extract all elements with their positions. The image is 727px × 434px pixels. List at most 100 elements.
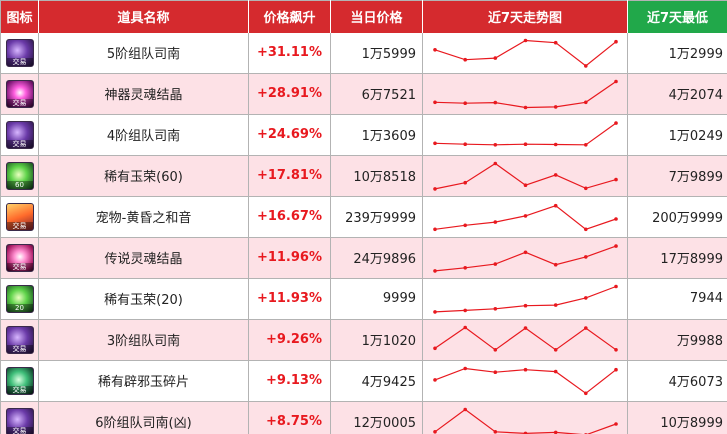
trend-point [433, 186, 437, 191]
trend-point [553, 430, 558, 434]
item-icon-tag: 交易 [6, 426, 33, 434]
item-icon-tag: 交易 [6, 262, 33, 271]
table-header-row: 图标 道具名称 价格飙升 当日价格 近7天走势图 近7天最低 [0, 0, 727, 33]
trend-point [523, 38, 528, 42]
today-price: 9999 [330, 278, 423, 320]
trend-point [433, 47, 437, 52]
trend-cell [422, 114, 628, 156]
trend-point [523, 325, 528, 330]
trend-sparkline [433, 325, 618, 352]
trend-point [614, 367, 618, 371]
trend-point [433, 377, 437, 382]
today-price: 1万3609 [330, 114, 423, 156]
green-jade-icon: 60 [5, 161, 34, 190]
item-name: 稀有玉荣(60) [38, 155, 249, 197]
item-icon-cell: 交易 [0, 319, 39, 361]
price-change: +28.91% [248, 73, 331, 115]
trend-point [463, 57, 467, 61]
seven-day-low: 7944 [627, 278, 727, 320]
item-name: 5阶组队司南 [38, 32, 249, 74]
item-icon-tag: 60 [6, 180, 33, 189]
trend-point [614, 39, 618, 43]
trend-point [614, 120, 618, 125]
trend-point [553, 369, 558, 373]
purple-scroll-icon: 交易 [5, 38, 34, 67]
trend-point [584, 100, 588, 104]
item-name: 稀有玉荣(20) [38, 278, 249, 320]
item-icon-cell: 交易 [0, 73, 39, 115]
trend-point [463, 180, 467, 184]
today-price: 4万9425 [330, 360, 423, 402]
trend-sparkline [433, 407, 618, 434]
trend-point [493, 100, 498, 104]
purple-scroll-icon: 交易 [5, 325, 34, 354]
price-change: +9.26% [248, 319, 331, 361]
trend-point [614, 216, 618, 221]
pink-crystal-icon: 交易 [5, 243, 34, 272]
trend-point [493, 261, 498, 266]
trend-point [493, 161, 498, 165]
trend-point [463, 100, 467, 105]
table-row: 交易 6阶组队司南(凶) +8.75% 12万0005 10万8999 [0, 401, 727, 434]
price-change: +11.93% [248, 278, 331, 320]
header-today-price: 当日价格 [330, 0, 423, 33]
item-icon-cell: 交易 [0, 401, 39, 434]
item-icon-cell: 交易 [0, 32, 39, 74]
price-change: +24.69% [248, 114, 331, 156]
trend-line [434, 367, 617, 394]
trend-sparkline [433, 79, 618, 109]
trend-point [614, 177, 618, 181]
trend-sparkline [433, 161, 618, 191]
today-price: 12万0005 [330, 401, 423, 434]
trend-point [463, 141, 467, 146]
trend-point [523, 303, 528, 307]
trend-point [584, 227, 588, 231]
seven-day-low: 1万0249 [627, 114, 727, 156]
table-row: 交易 4阶组队司南 +24.69% 1万3609 1万0249 [0, 114, 727, 156]
trend-point [614, 79, 618, 83]
item-icon-cell: 交易 [0, 196, 39, 238]
trend-point [493, 55, 498, 60]
table-row: 交易 稀有辟邪玉碎片 +9.13% 4万9425 4万6073 [0, 360, 727, 402]
trend-point [553, 104, 558, 109]
table-row: 交易 传说灵魂结晶 +11.96% 24万9896 17万8999 [0, 237, 727, 279]
item-name: 稀有辟邪玉碎片 [38, 360, 249, 402]
item-name: 神器灵魂结晶 [38, 73, 249, 115]
trend-point [553, 262, 558, 266]
trend-point [614, 284, 618, 288]
today-price: 6万7521 [330, 73, 423, 115]
item-icon-cell: 交易 [0, 114, 39, 156]
today-price: 1万5999 [330, 32, 423, 74]
trend-sparkline [433, 284, 618, 314]
item-name: 6阶组队司南(凶) [38, 401, 249, 434]
header-7day-low: 近7天最低 [627, 0, 727, 33]
trend-point [433, 141, 437, 145]
price-change: +11.96% [248, 237, 331, 279]
item-icon-tag: 20 [6, 303, 33, 312]
today-price: 239万9999 [330, 196, 423, 238]
trend-point [553, 142, 558, 146]
green-orb-icon: 交易 [5, 366, 34, 395]
seven-day-low: 4万2074 [627, 73, 727, 115]
trend-line [434, 80, 617, 108]
seven-day-low: 7万9899 [627, 155, 727, 197]
trend-point [433, 227, 437, 231]
trend-point [553, 172, 558, 177]
trend-point [523, 141, 528, 146]
trend-point [433, 346, 437, 350]
header-item-name: 道具名称 [38, 0, 249, 33]
item-icon-tag: 交易 [6, 57, 33, 66]
trend-point [493, 429, 498, 434]
trend-cell [422, 278, 628, 320]
trend-point [584, 142, 588, 147]
trend-point [493, 142, 498, 147]
trend-point [553, 302, 558, 307]
trend-point [584, 295, 588, 300]
table-row: 交易 3阶组队司南 +9.26% 1万1020 万9988 [0, 319, 727, 361]
price-change: +8.75% [248, 401, 331, 434]
seven-day-low: 4万6073 [627, 360, 727, 402]
trend-point [523, 250, 528, 254]
trend-point [553, 347, 558, 352]
trend-point [463, 407, 467, 411]
trend-point [614, 347, 618, 352]
